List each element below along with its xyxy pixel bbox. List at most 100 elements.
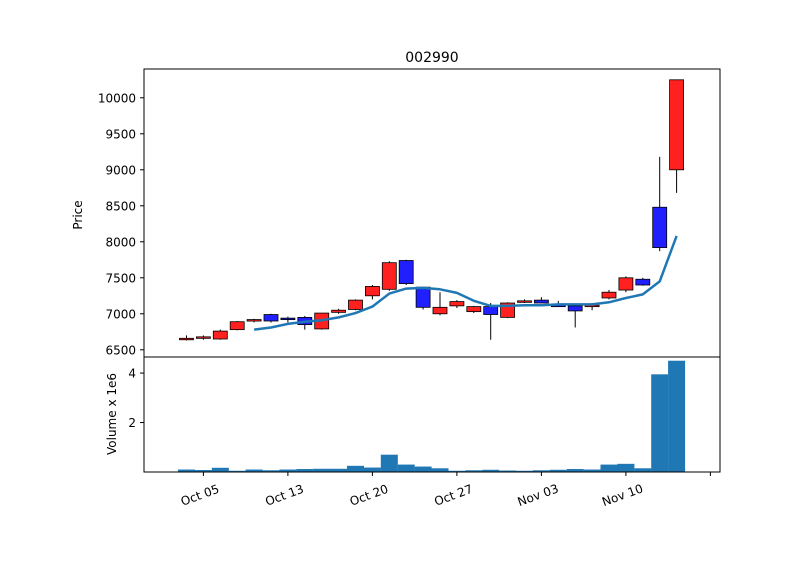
- volume-bar: [380, 454, 398, 472]
- volume-panel: 24 Volume x 1e6: [105, 356, 721, 473]
- volume-bar: [330, 468, 348, 472]
- candle-body-up: [246, 319, 262, 322]
- volume-bar: [600, 464, 618, 472]
- candle: [517, 299, 532, 303]
- candle-body-up: [517, 300, 532, 303]
- candle: [618, 276, 634, 293]
- candle-body-down: [567, 305, 583, 312]
- candle: [466, 305, 482, 314]
- volume-bar: [245, 469, 263, 472]
- volume-bar: [178, 469, 195, 472]
- volume-bar: [583, 469, 601, 472]
- candle-body-down: [534, 299, 549, 304]
- candle-body-up: [195, 336, 211, 339]
- volume-bar: [549, 469, 567, 472]
- volume-axis: 24: [128, 367, 144, 430]
- candle: [348, 299, 363, 311]
- candle: [195, 335, 211, 340]
- candle-body-down: [280, 317, 296, 321]
- volume-marks: [178, 360, 686, 472]
- candle: [263, 313, 279, 323]
- volume-bar: [617, 463, 635, 472]
- volume-bar: [465, 470, 483, 472]
- price-marks: [179, 79, 684, 341]
- price-panel: 6500 7000 7500 8000 8500 9000 9500 10000 Price: [71, 68, 721, 358]
- price-axis: 6500 7000 7500 8000 8500 9000 9500 10000: [98, 91, 144, 357]
- price-y-tick-label: 7500: [105, 271, 136, 285]
- candle-body-up: [466, 306, 482, 313]
- volume-bar: [566, 469, 584, 472]
- price-y-tick-label: 10000: [98, 91, 136, 105]
- volume-bar: [279, 469, 297, 472]
- candle-body-up: [432, 306, 448, 315]
- candle: [449, 300, 465, 309]
- candle-body-down: [415, 286, 431, 308]
- candle: [635, 277, 651, 286]
- candle-body-up: [601, 291, 617, 299]
- candle: [229, 321, 245, 331]
- candle: [364, 285, 380, 300]
- candle-body-up: [179, 337, 194, 341]
- price-y-tick-label: 9000: [105, 163, 136, 177]
- candle-body-up: [449, 301, 465, 307]
- candle: [415, 286, 431, 310]
- price-axis-label: Price: [71, 200, 85, 229]
- volume-bar: [313, 468, 331, 472]
- candle-body-up: [348, 299, 363, 310]
- candle: [381, 261, 397, 291]
- candle: [179, 335, 194, 341]
- candle-body-up: [669, 79, 684, 171]
- volume-bar: [347, 465, 364, 472]
- candle-body-down: [263, 314, 279, 322]
- volume-bar: [262, 470, 280, 472]
- candle-body-up: [331, 309, 347, 313]
- candle-body-up: [212, 330, 228, 340]
- volume-bar: [516, 470, 533, 472]
- volume-bar: [397, 464, 415, 472]
- volume-bar: [651, 374, 669, 472]
- moving-average-line: [253, 235, 678, 331]
- candle-body-up: [229, 321, 245, 331]
- candle-body-down: [483, 306, 499, 315]
- volume-bar: [634, 468, 652, 472]
- candle: [280, 316, 296, 323]
- candle: [246, 318, 262, 323]
- price-y-tick-label: 7000: [105, 307, 136, 321]
- candle-body-up: [364, 286, 380, 297]
- chart-title: 002990: [405, 50, 458, 66]
- volume-bar: [499, 470, 517, 472]
- candle: [652, 156, 668, 252]
- volume-axis-label: Volume x 1e6: [105, 373, 119, 455]
- candle: [432, 292, 448, 316]
- volume-y-tick-label: 4: [128, 367, 136, 381]
- candle: [669, 79, 684, 193]
- candle-body-down: [652, 206, 668, 248]
- volume-bar: [448, 470, 466, 472]
- price-y-tick-label: 8000: [105, 235, 136, 249]
- candle: [567, 305, 583, 328]
- volume-bar: [532, 470, 550, 472]
- candle: [331, 308, 347, 314]
- volume-bar: [211, 467, 229, 472]
- candle-body-down: [635, 278, 651, 286]
- candle-body-up: [618, 277, 634, 291]
- volume-bar: [431, 468, 449, 472]
- volume-bar: [482, 469, 500, 472]
- price-y-tick-label: 9500: [105, 127, 136, 141]
- volume-bar: [194, 470, 212, 472]
- candle: [398, 259, 414, 285]
- candle: [534, 297, 549, 304]
- price-y-tick-label: 6500: [105, 343, 136, 357]
- price-y-tick-label: 8500: [105, 199, 136, 213]
- candle: [601, 290, 617, 300]
- volume-bar: [414, 466, 432, 472]
- volume-y-tick-label: 2: [128, 416, 136, 430]
- candle: [212, 329, 228, 340]
- volume-panel-frame: [143, 356, 721, 473]
- volume-bar: [363, 467, 381, 472]
- volume-bar: [228, 470, 246, 472]
- volume-bar: [296, 469, 314, 472]
